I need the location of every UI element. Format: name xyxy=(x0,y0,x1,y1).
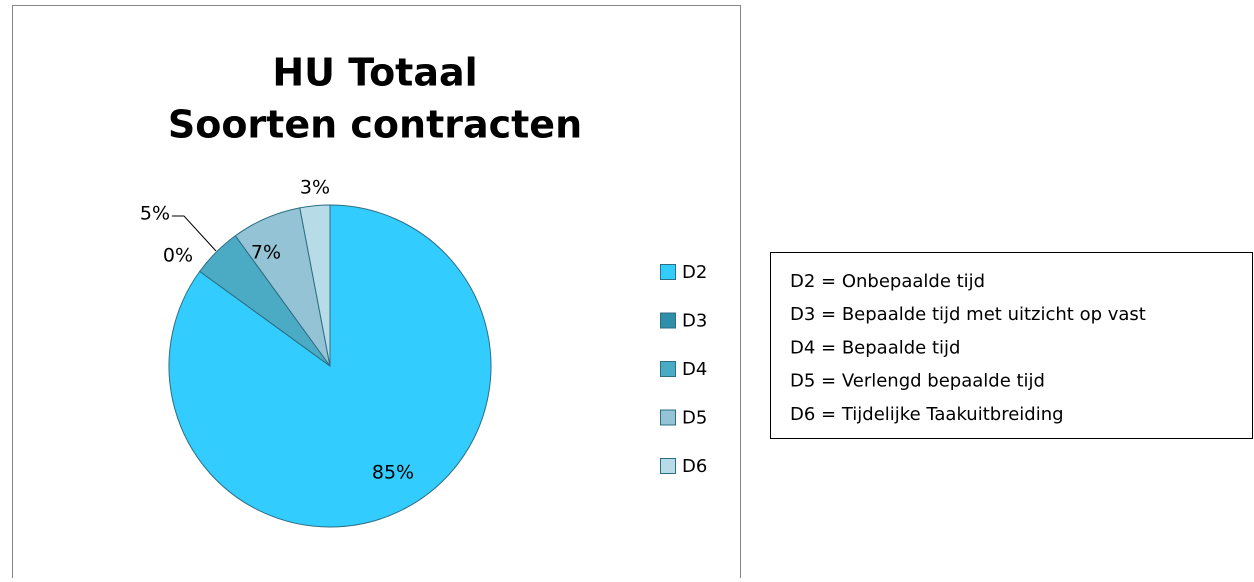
leader-line xyxy=(172,215,217,252)
legend-swatch xyxy=(660,312,676,329)
legend-label: D6 xyxy=(682,456,707,477)
text-box-line: D5 = Verlengd bepaalde tijd xyxy=(790,371,1045,392)
data-label: 5% xyxy=(140,203,170,225)
chart-title: Soorten contracten xyxy=(168,103,582,147)
text-box-line: D3 = Bepaalde tijd met uitzicht op vast xyxy=(790,304,1146,325)
chart-title: HU Totaal xyxy=(272,51,477,95)
legend-swatch xyxy=(660,361,676,377)
legend-swatch xyxy=(660,458,676,474)
legend-label: D5 xyxy=(682,408,707,429)
legend-label: D4 xyxy=(682,359,707,380)
text-box-line: D2 = Onbepaalde tijd xyxy=(790,271,985,292)
legend-swatch xyxy=(660,264,676,280)
data-label: 0% xyxy=(163,245,193,267)
data-label: 85% xyxy=(372,462,414,484)
text-box-line: D4 = Bepaalde tijd xyxy=(790,337,960,358)
data-label: 3% xyxy=(300,177,330,199)
legend-swatch xyxy=(660,409,676,426)
text-box-line: D6 = Tijdelijke Taakuitbreiding xyxy=(790,404,1064,425)
legend-label: D2 xyxy=(682,262,707,283)
text-box xyxy=(770,252,1253,439)
legend-label: D3 xyxy=(682,311,707,332)
pie-slice xyxy=(299,204,331,367)
data-label: 7% xyxy=(251,242,281,264)
